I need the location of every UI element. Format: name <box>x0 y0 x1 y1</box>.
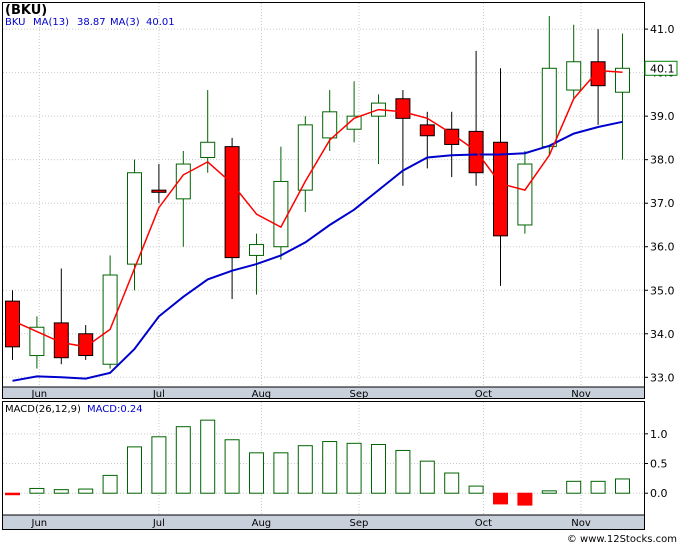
macd-x-tick-label: Aug <box>252 518 272 529</box>
legend-ticker: BKU <box>5 17 25 28</box>
candle-body <box>346 115 362 130</box>
macd-bar <box>297 445 313 494</box>
macd-bar <box>151 436 167 494</box>
macd-histogram <box>5 419 630 506</box>
candle-body <box>151 189 167 193</box>
macd-bar <box>590 480 606 494</box>
macd-bar <box>78 488 94 494</box>
macd-bar <box>419 460 435 494</box>
macd-bar <box>493 492 508 505</box>
price-grid <box>3 3 644 387</box>
macd-bar <box>273 452 289 494</box>
macd-date-strip <box>3 515 644 529</box>
ma13-line <box>12 120 623 382</box>
price-y-axis-labels: 33.034.035.036.037.038.039.040.041.0 <box>644 23 675 384</box>
macd-x-tick-label: Jun <box>31 518 48 529</box>
candle-body <box>200 141 216 159</box>
macd-y-axis-labels: 0.0 0.5 1.0 <box>644 428 668 500</box>
candle-body <box>517 163 533 226</box>
macd-bar <box>346 442 362 494</box>
price-y-tick-label: 33.0 <box>650 371 675 384</box>
macd-x-tick-label: Sep <box>350 518 369 529</box>
price-x-tick-label: Nov <box>571 389 591 400</box>
macd-bar <box>371 444 386 494</box>
price-y-tick-label: 37.0 <box>650 197 675 210</box>
macd-y-tick-label: 0.0 <box>650 487 668 500</box>
price-panel-frame <box>2 2 645 399</box>
macd-bar <box>175 426 191 494</box>
macd-bar <box>615 478 630 494</box>
macd-bar <box>29 487 45 494</box>
macd-bar <box>249 452 264 494</box>
macd-bar <box>468 485 484 494</box>
candle-body <box>29 326 45 357</box>
last-price-tag-box <box>644 60 678 76</box>
price-y-tick-label: 34.0 <box>650 328 675 341</box>
ma3-line <box>12 69 623 348</box>
candle-body <box>493 141 508 237</box>
macd-bar <box>127 446 142 494</box>
price-x-tick-label: Oct <box>475 389 492 400</box>
candle-body <box>273 180 289 248</box>
price-y-tick-label: 36.0 <box>650 241 675 254</box>
candle-body <box>322 111 338 139</box>
candle-body <box>541 67 557 148</box>
price-y-tick-label: 39.0 <box>650 110 675 123</box>
chart-title: (BKU) <box>5 3 47 18</box>
candle-body <box>444 128 460 145</box>
macd-x-tick-label: Oct <box>475 518 492 529</box>
candle-body <box>615 67 630 93</box>
price-x-tick-label: Jul <box>152 389 165 400</box>
candle-body <box>419 124 435 137</box>
macd-x-tick-label: Nov <box>571 518 591 529</box>
macd-legend-label: MACD(26,12,9) <box>5 404 81 415</box>
price-x-tick-label: Sep <box>350 389 369 400</box>
price-x-axis-labels: Jun Jul Aug Sep Oct Nov <box>31 389 591 400</box>
price-y-tick-label: 35.0 <box>650 284 675 297</box>
candle-body <box>224 146 240 259</box>
macd-bar <box>322 441 338 494</box>
macd-bar <box>444 472 460 494</box>
watermark: © www.12Stocks.com <box>567 534 677 545</box>
macd-x-axis-labels: Jun Jul Aug Sep Oct Nov <box>31 518 591 529</box>
macd-bar <box>517 492 533 506</box>
candle-body <box>249 244 264 256</box>
price-date-strip <box>3 387 644 398</box>
macd-bar <box>53 489 69 494</box>
candlestick-series <box>5 16 630 369</box>
legend-ma3-value: 40.01 <box>146 17 175 28</box>
macd-bar <box>5 492 20 496</box>
macd-y-tick-label: 1.0 <box>650 428 668 441</box>
macd-x-tick-label: Jul <box>152 518 165 529</box>
macd-bar <box>200 419 216 494</box>
legend-ma3-label: MA(3) <box>110 17 140 28</box>
macd-bar <box>541 490 557 494</box>
macd-bar <box>102 474 118 494</box>
candle-body <box>395 98 411 119</box>
candle-body <box>53 322 69 359</box>
candle-body <box>102 274 118 365</box>
legend-ma13-value: 38.87 <box>77 17 106 28</box>
candle-body <box>78 333 94 357</box>
macd-grid <box>3 402 644 515</box>
macd-bar <box>566 480 582 494</box>
macd-bar <box>395 449 411 494</box>
price-y-tick-label: 41.0 <box>650 23 675 36</box>
price-y-tick-label: 38.0 <box>650 154 675 167</box>
legend-ma13-label: MA(13) <box>33 17 69 28</box>
macd-legend-value: MACD:0.24 <box>87 404 143 415</box>
last-price-tag: 40.1 <box>650 62 675 75</box>
macd-bar <box>224 439 240 494</box>
macd-y-tick-label: 0.5 <box>650 458 668 471</box>
candle-body <box>127 172 142 265</box>
candle-body <box>5 300 20 348</box>
candle-body <box>566 61 582 91</box>
price-x-tick-label: Jun <box>31 389 48 400</box>
candle-body <box>590 61 606 87</box>
price-x-tick-label: Aug <box>252 389 272 400</box>
candle-body <box>297 124 313 191</box>
